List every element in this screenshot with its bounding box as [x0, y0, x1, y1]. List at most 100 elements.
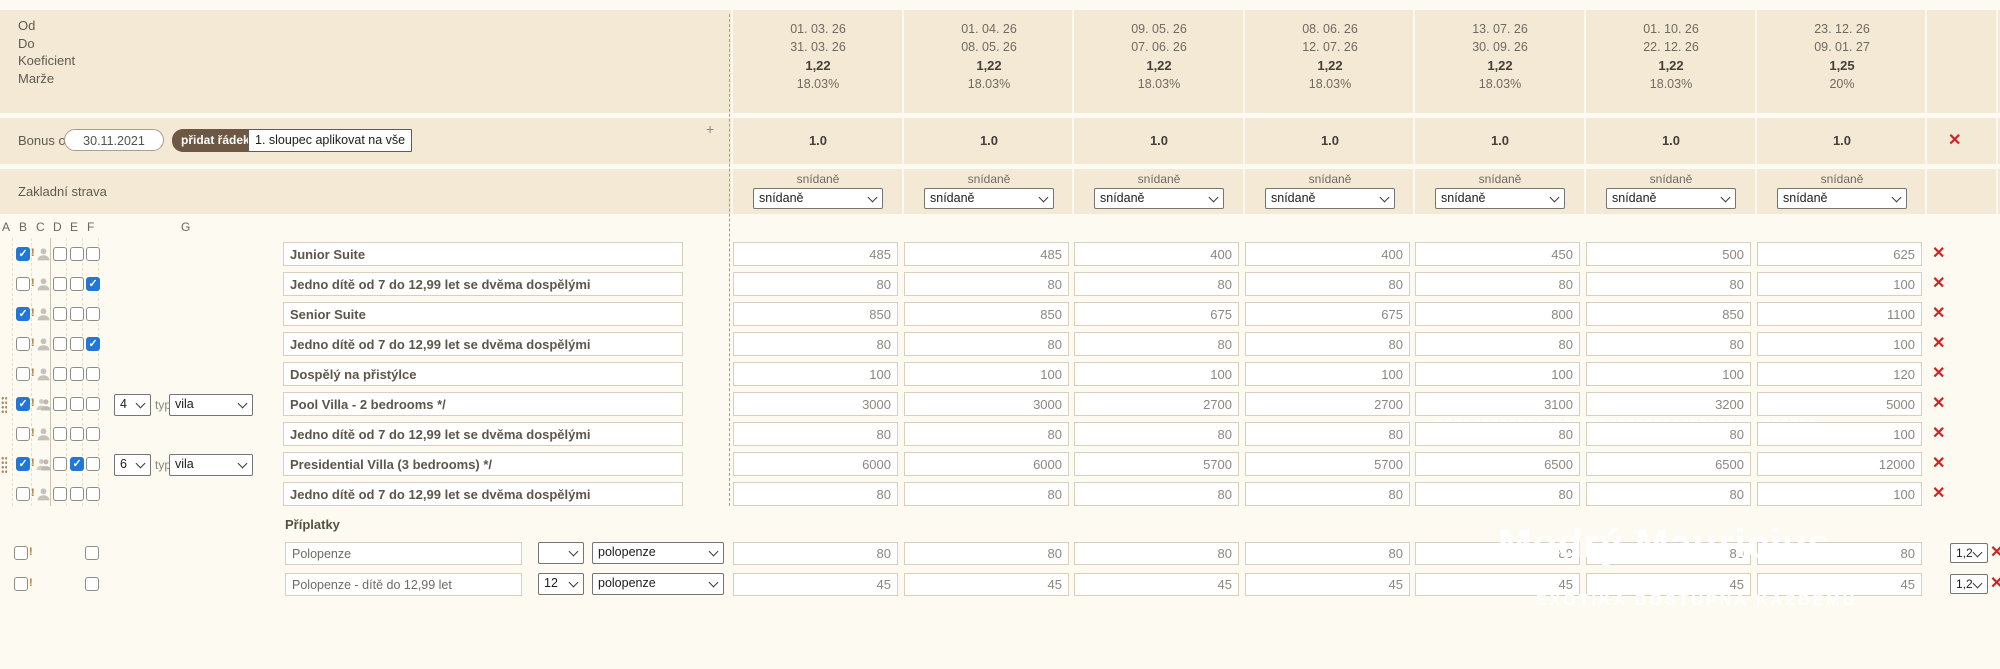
price-input[interactable]: 100: [1757, 332, 1922, 356]
price-input[interactable]: 800: [1415, 302, 1580, 326]
checkbox-d[interactable]: [53, 247, 67, 261]
checkbox-b[interactable]: [16, 337, 30, 351]
checkbox-b[interactable]: [16, 277, 30, 291]
delete-row-icon[interactable]: ✕: [1932, 395, 1946, 412]
checkbox-d[interactable]: [53, 307, 67, 321]
price-input[interactable]: 80: [904, 542, 1069, 565]
meal-select[interactable]: snídaně: [1606, 188, 1736, 209]
price-input[interactable]: 80: [904, 272, 1069, 296]
checkbox-f[interactable]: [85, 546, 99, 560]
price-input[interactable]: 80: [1074, 332, 1239, 356]
checkbox-b[interactable]: [16, 457, 30, 471]
price-input[interactable]: 80: [1586, 422, 1751, 446]
price-input[interactable]: 80: [1074, 422, 1239, 446]
factor-select[interactable]: 1,2: [1950, 543, 1988, 563]
checkbox-d[interactable]: [53, 487, 67, 501]
capacity-select[interactable]: 6: [114, 454, 151, 476]
price-input[interactable]: 80: [1415, 332, 1580, 356]
checkbox-d[interactable]: [53, 457, 67, 471]
room-name-input[interactable]: Senior Suite: [283, 302, 683, 326]
checkbox-f[interactable]: [86, 307, 100, 321]
age-select[interactable]: [538, 542, 584, 564]
checkbox-b[interactable]: [16, 247, 30, 261]
surcharge-name-input[interactable]: Polopenze: [285, 542, 522, 565]
price-input[interactable]: 6000: [733, 452, 898, 476]
price-input[interactable]: 100: [904, 362, 1069, 386]
price-input[interactable]: 45: [1245, 573, 1410, 596]
price-input[interactable]: 80: [733, 332, 898, 356]
price-input[interactable]: 6500: [1415, 452, 1580, 476]
apply-first-column-button[interactable]: 1. sloupec aplikovat na vše: [248, 129, 413, 152]
checkbox-e[interactable]: [70, 307, 84, 321]
price-input[interactable]: 100: [733, 362, 898, 386]
delete-row-icon[interactable]: ✕: [1932, 365, 1946, 382]
price-input[interactable]: 80: [1245, 542, 1410, 565]
meal-select[interactable]: snídaně: [924, 188, 1054, 209]
delete-row-icon[interactable]: ✕: [1932, 275, 1946, 292]
price-input[interactable]: 5000: [1757, 392, 1922, 416]
price-input[interactable]: 80: [1415, 482, 1580, 506]
price-input[interactable]: 45: [1074, 573, 1239, 596]
checkbox-d[interactable]: [53, 397, 67, 411]
price-input[interactable]: 80: [1074, 542, 1239, 565]
checkbox-e[interactable]: [70, 367, 84, 381]
price-input[interactable]: 6000: [904, 452, 1069, 476]
checkbox-b[interactable]: [16, 427, 30, 441]
factor-select[interactable]: 1,2: [1950, 574, 1988, 594]
delete-row-icon[interactable]: ✕: [1990, 575, 2000, 592]
price-input[interactable]: 80: [1074, 482, 1239, 506]
price-input[interactable]: 1100: [1757, 302, 1922, 326]
checkbox-f[interactable]: [85, 577, 99, 591]
price-input[interactable]: 80: [733, 482, 898, 506]
price-input[interactable]: 80: [1245, 332, 1410, 356]
room-name-input[interactable]: Dospělý na přistýlce: [283, 362, 683, 386]
price-input[interactable]: 80: [1245, 422, 1410, 446]
price-input[interactable]: 5700: [1074, 452, 1239, 476]
price-input[interactable]: 45: [1757, 573, 1922, 596]
price-input[interactable]: 3100: [1415, 392, 1580, 416]
price-input[interactable]: 80: [1586, 542, 1751, 565]
checkbox-f[interactable]: [86, 277, 100, 291]
delete-row-icon[interactable]: ✕: [1932, 425, 1946, 442]
price-input[interactable]: 2700: [1074, 392, 1239, 416]
checkbox-e[interactable]: [70, 337, 84, 351]
price-input[interactable]: 80: [1415, 422, 1580, 446]
room-name-input[interactable]: Pool Villa - 2 bedrooms */: [283, 392, 683, 416]
checkbox-d[interactable]: [53, 277, 67, 291]
delete-row-icon[interactable]: ✕: [1932, 455, 1946, 472]
checkbox-b[interactable]: [16, 307, 30, 321]
room-name-input[interactable]: Jedno dítě od 7 do 12,99 let se dvěma do…: [283, 272, 683, 296]
checkbox-b[interactable]: [16, 397, 30, 411]
room-name-input[interactable]: Jedno dítě od 7 do 12,99 let se dvěma do…: [283, 332, 683, 356]
checkbox-b[interactable]: [16, 367, 30, 381]
price-input[interactable]: 80: [1757, 542, 1922, 565]
price-input[interactable]: 80: [904, 332, 1069, 356]
price-input[interactable]: 45: [1586, 573, 1751, 596]
plus-icon[interactable]: +: [706, 121, 715, 137]
checkbox-f[interactable]: [86, 367, 100, 381]
price-input[interactable]: 3000: [904, 392, 1069, 416]
price-input[interactable]: 500: [1586, 242, 1751, 266]
delete-row-icon[interactable]: ✕: [1990, 544, 2000, 561]
price-input[interactable]: 850: [733, 302, 898, 326]
price-input[interactable]: 675: [1074, 302, 1239, 326]
delete-bonus-row-icon[interactable]: ✕: [1948, 132, 1962, 149]
price-input[interactable]: 400: [1245, 242, 1410, 266]
price-input[interactable]: 100: [1757, 482, 1922, 506]
price-input[interactable]: 80: [733, 542, 898, 565]
price-input[interactable]: 80: [1074, 272, 1239, 296]
price-input[interactable]: 3200: [1586, 392, 1751, 416]
checkbox-e[interactable]: [70, 457, 84, 471]
price-input[interactable]: 100: [1074, 362, 1239, 386]
price-input[interactable]: 45: [733, 573, 898, 596]
checkbox-e[interactable]: [70, 487, 84, 501]
price-input[interactable]: 850: [904, 302, 1069, 326]
price-input[interactable]: 2700: [1245, 392, 1410, 416]
checkbox-b[interactable]: [14, 577, 28, 591]
price-input[interactable]: 100: [1245, 362, 1410, 386]
price-input[interactable]: 80: [904, 482, 1069, 506]
delete-row-icon[interactable]: ✕: [1932, 305, 1946, 322]
surcharge-type-select[interactable]: polopenze: [592, 542, 724, 564]
room-name-input[interactable]: Jedno dítě od 7 do 12,99 let se dvěma do…: [283, 422, 683, 446]
type-select[interactable]: vila: [169, 394, 253, 416]
